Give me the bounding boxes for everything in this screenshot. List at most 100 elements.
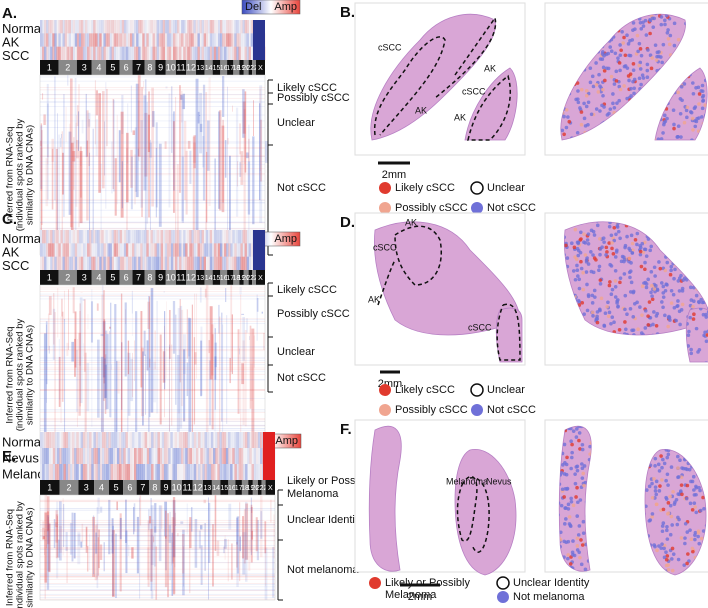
header-stripe xyxy=(72,20,76,34)
heatmap-streak xyxy=(63,94,65,217)
heatmap-row xyxy=(40,141,265,143)
spot xyxy=(644,282,649,286)
spot xyxy=(696,300,701,304)
header-stripe xyxy=(104,432,107,448)
heatmap-streak xyxy=(172,113,174,170)
header-stripe xyxy=(82,432,86,448)
header-stripe xyxy=(179,46,182,60)
spot xyxy=(582,240,586,245)
heatmap-streak xyxy=(171,344,173,426)
chromosome-label: 15 xyxy=(213,275,221,282)
chromosome-label: 19 xyxy=(238,275,246,282)
header-stripe xyxy=(185,432,188,448)
header-stripe xyxy=(140,243,143,257)
chromosome-band xyxy=(220,480,229,495)
header-stripe xyxy=(62,46,65,60)
heatmap-streak xyxy=(247,161,251,215)
heatmap-row xyxy=(40,80,265,82)
heatmap-streak xyxy=(143,330,146,356)
header-stripe xyxy=(211,20,215,34)
header-bg xyxy=(40,20,265,60)
spot xyxy=(635,242,639,247)
header-stripe xyxy=(136,46,139,60)
header-stripe xyxy=(154,243,157,257)
heatmap-streak xyxy=(216,540,220,556)
heatmap-streak xyxy=(273,514,275,559)
header-stripe xyxy=(89,20,91,33)
header-stripe xyxy=(232,20,234,33)
header-stripe xyxy=(225,464,229,480)
spot xyxy=(650,283,654,288)
heatmap-streak xyxy=(240,151,244,185)
header-stripe xyxy=(199,256,202,270)
header-stripe xyxy=(178,432,182,448)
header-stripe xyxy=(154,230,157,244)
spot xyxy=(677,309,682,314)
spot xyxy=(618,43,622,47)
header-stripe xyxy=(246,256,249,270)
header-stripe xyxy=(44,33,47,47)
heatmap-streak xyxy=(127,352,131,416)
header-stripe xyxy=(250,256,254,270)
heatmap-streak xyxy=(71,341,75,362)
heatmap-row xyxy=(40,362,265,363)
header-stripe xyxy=(164,33,168,47)
header-stripe xyxy=(160,20,164,34)
heatmap-streak xyxy=(80,146,82,198)
heatmap-streak xyxy=(79,151,83,224)
heatmap-row xyxy=(40,562,275,564)
heatmap-row xyxy=(40,590,275,592)
heatmap-streak xyxy=(155,546,158,600)
header-stripe xyxy=(91,33,94,47)
header-stripe xyxy=(215,432,218,448)
header-stripe xyxy=(82,448,86,464)
spot xyxy=(638,67,643,71)
header-stripe xyxy=(232,46,235,60)
spot xyxy=(615,224,620,228)
header-stripe xyxy=(246,46,249,60)
chromosome-label: X xyxy=(268,485,273,492)
spot xyxy=(651,322,655,327)
spot xyxy=(652,265,657,270)
spot xyxy=(680,286,685,291)
header-stripe xyxy=(219,432,222,448)
spot xyxy=(602,240,606,244)
heatmap-streak xyxy=(94,80,96,145)
header-stripe xyxy=(199,243,202,257)
spot xyxy=(643,309,648,313)
spot xyxy=(699,297,703,302)
spot xyxy=(623,293,628,298)
row-label: SCC xyxy=(2,258,29,273)
heatmap-streak xyxy=(228,503,232,530)
header-stripe xyxy=(54,46,57,60)
heatmap-streak xyxy=(242,532,246,575)
header-stripe xyxy=(155,464,158,480)
header-stripe xyxy=(44,20,47,34)
heatmap-row xyxy=(40,298,265,300)
header-stripe xyxy=(230,33,233,47)
header-stripe xyxy=(245,432,248,448)
heatmap-streak xyxy=(272,547,275,598)
heatmap-streak xyxy=(225,288,227,303)
spot xyxy=(676,124,681,129)
heatmap-streak xyxy=(171,86,173,153)
heatmap-streak xyxy=(158,143,162,227)
header-stripe xyxy=(134,33,137,47)
header-stripe xyxy=(162,33,166,47)
header-stripe xyxy=(95,448,98,464)
heatmap-streak xyxy=(130,85,132,133)
header-stripe xyxy=(209,243,213,257)
row-label: Nevus xyxy=(2,450,39,465)
header-stripe xyxy=(144,432,148,448)
heatmap-streak xyxy=(127,340,130,375)
heatmap-streak xyxy=(252,136,255,225)
chromosome-band xyxy=(204,270,213,285)
spot xyxy=(672,122,676,127)
header-stripe xyxy=(103,243,106,257)
heatmap-streak xyxy=(163,291,166,293)
header-stripe xyxy=(170,464,173,480)
heatmap-streak xyxy=(78,332,81,416)
header-stripe xyxy=(104,464,107,480)
spot xyxy=(585,308,590,313)
heatmap-streak xyxy=(139,497,141,599)
